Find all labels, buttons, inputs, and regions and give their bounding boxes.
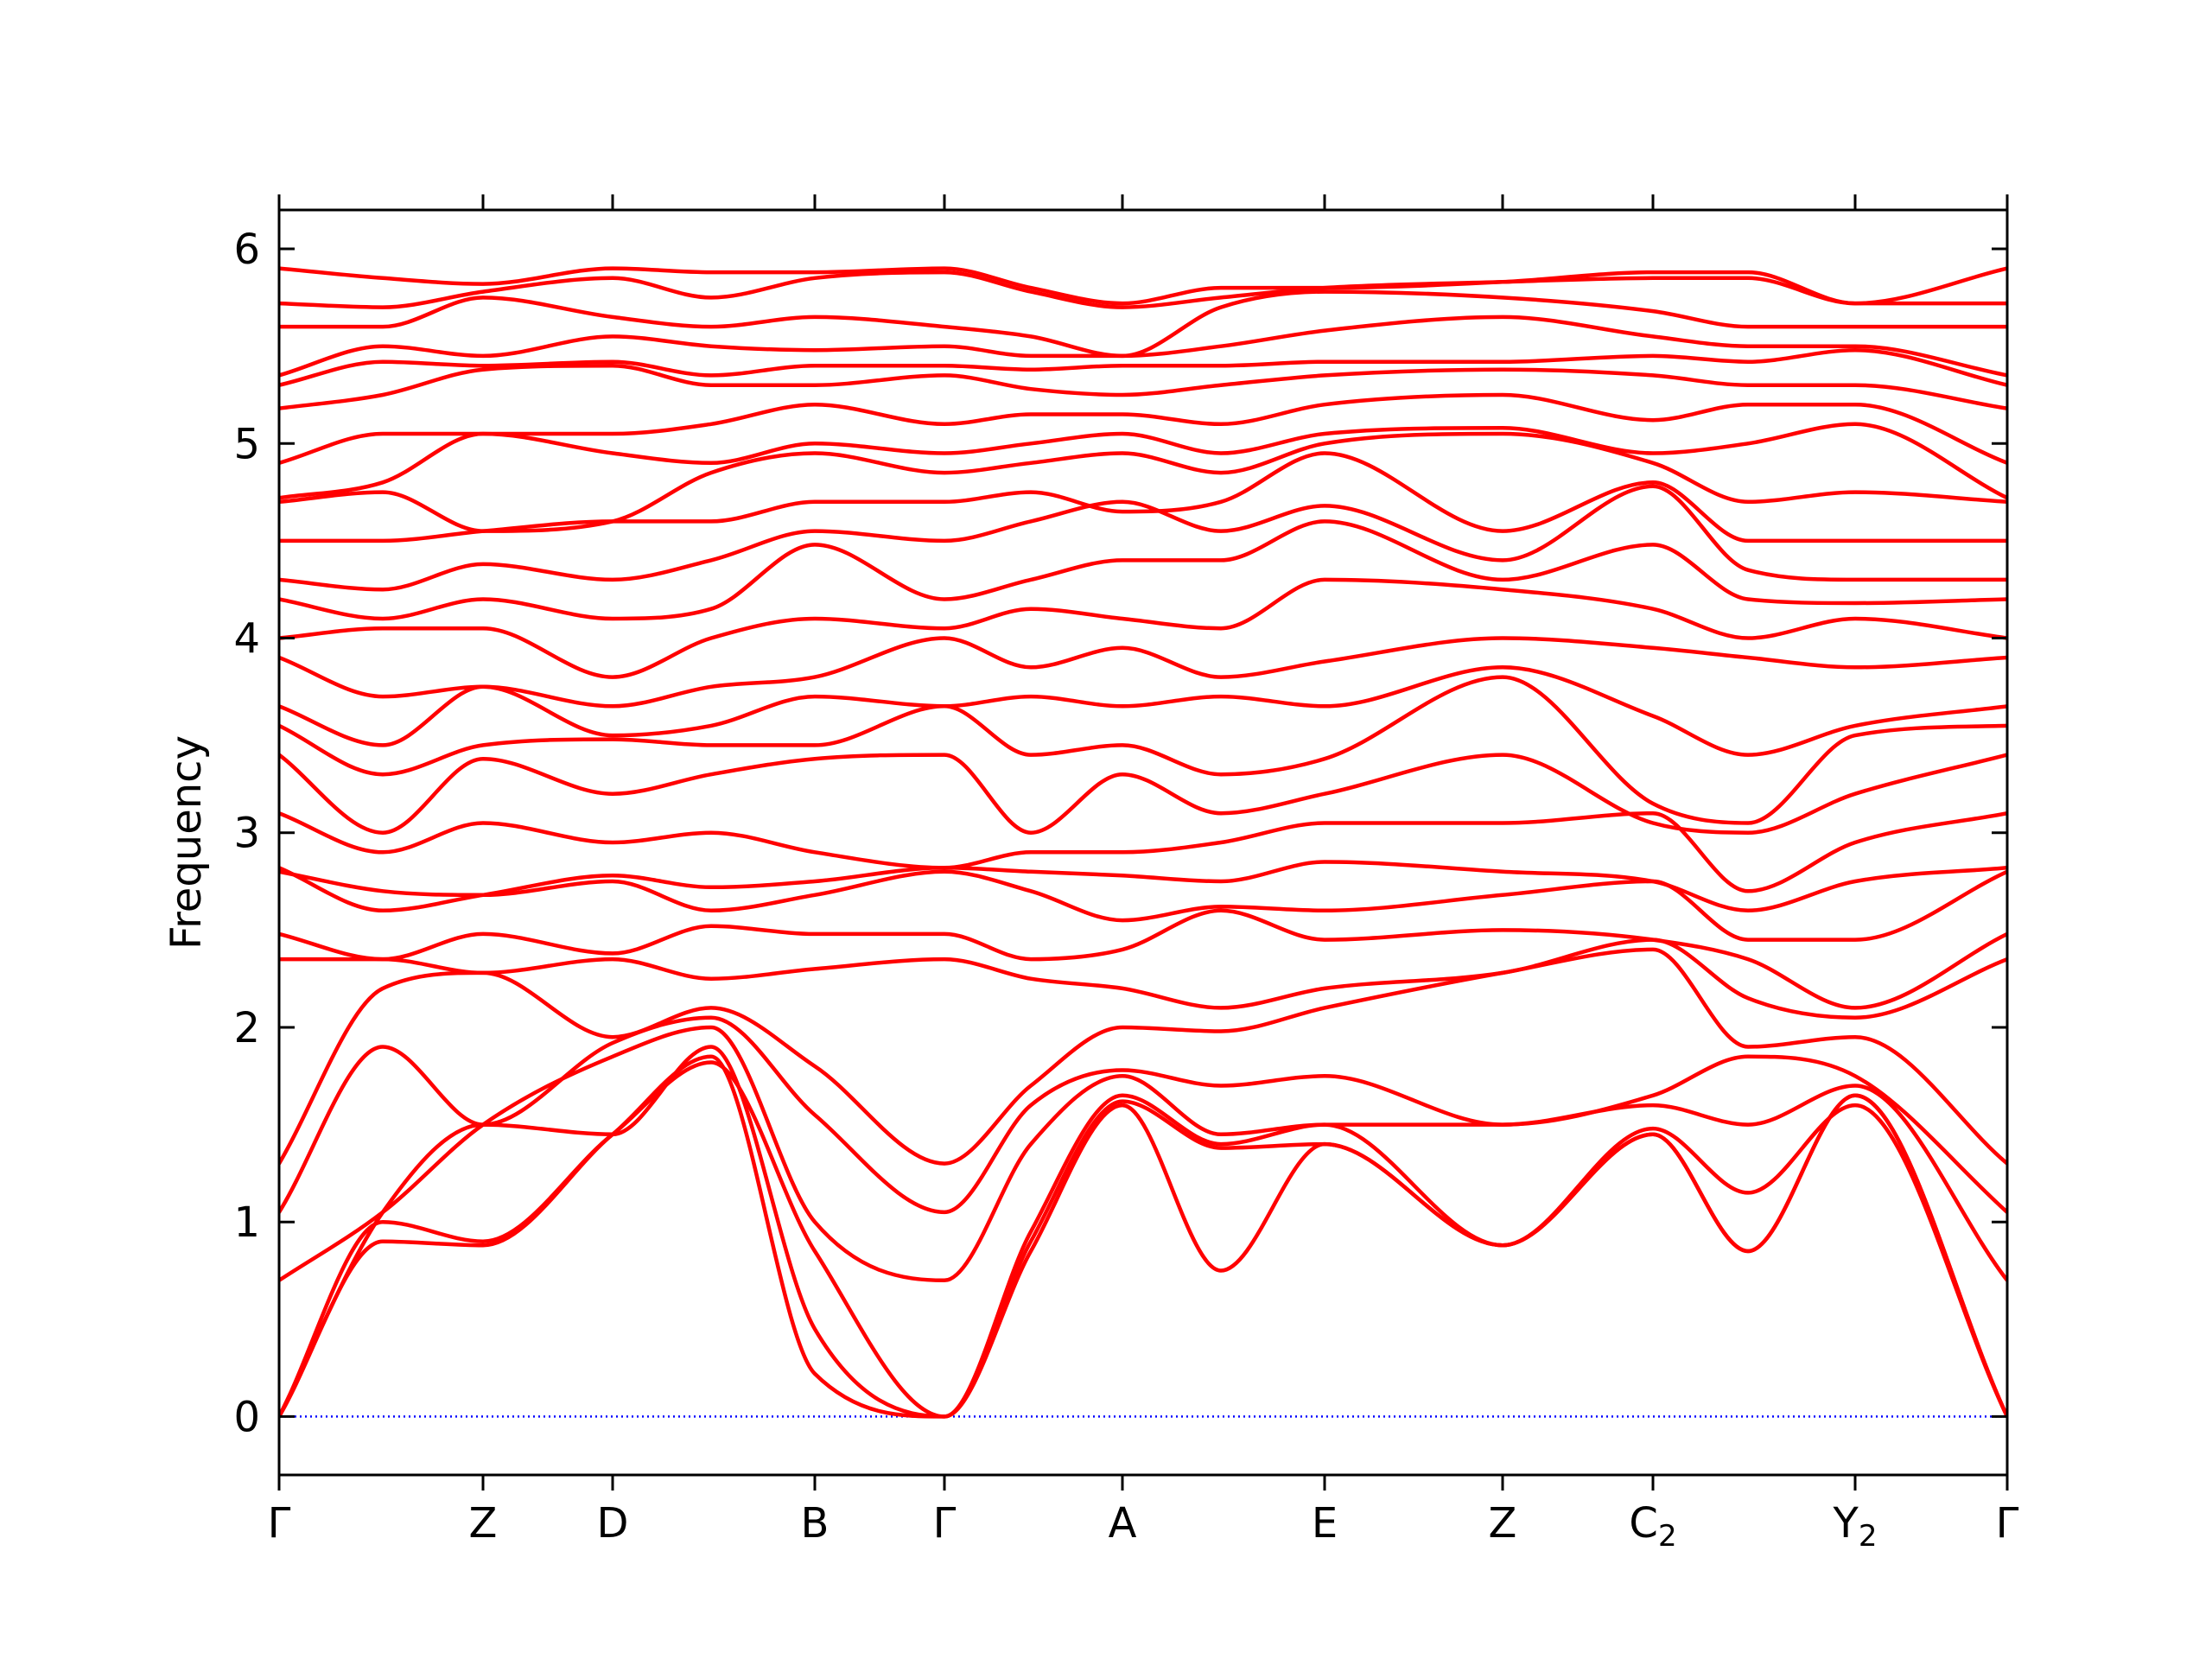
band-line-23 bbox=[279, 363, 2007, 410]
band-line-8 bbox=[279, 908, 2007, 1010]
band-line-17 bbox=[279, 519, 2007, 621]
y-axis-label: Frequency bbox=[162, 735, 211, 950]
band-line-10 bbox=[279, 860, 2007, 913]
x-tick-label: A bbox=[1109, 1499, 1137, 1548]
band-line-13 bbox=[279, 675, 2007, 825]
band-line-19 bbox=[279, 451, 2007, 543]
band-line-21 bbox=[279, 422, 2007, 500]
y-tick-label: 3 bbox=[233, 810, 260, 858]
y-tick-label: 6 bbox=[233, 226, 260, 274]
y-tick-label: 0 bbox=[233, 1393, 260, 1441]
y-tick-label: 4 bbox=[233, 615, 260, 664]
x-tick-label: D bbox=[597, 1499, 629, 1548]
x-tick-label: Γ bbox=[1996, 1499, 2019, 1548]
x-tick-label: B bbox=[801, 1499, 830, 1548]
x-tick-label: Z bbox=[1489, 1499, 1517, 1548]
plot-frame bbox=[277, 208, 2009, 1477]
band-line-4 bbox=[279, 1025, 2007, 1283]
x-tick-label: Γ bbox=[268, 1499, 291, 1548]
y-tick-label: 2 bbox=[233, 1004, 260, 1052]
band-line-22 bbox=[279, 392, 2007, 466]
band-line-18 bbox=[279, 484, 2007, 592]
band-line-1 bbox=[279, 1054, 2007, 1419]
x-tick-label: Z bbox=[469, 1499, 498, 1548]
band-line-9 bbox=[279, 869, 2007, 942]
x-tick-label: Y2 bbox=[1833, 1499, 1878, 1554]
band-lines bbox=[279, 266, 2007, 1419]
band-line-16 bbox=[279, 577, 2007, 679]
band-line-7 bbox=[279, 938, 2007, 1020]
x-tick-label: Γ bbox=[933, 1499, 957, 1548]
y-tick-label: 5 bbox=[233, 420, 260, 468]
y-tick-label: 1 bbox=[233, 1198, 260, 1247]
x-tick-label: C2 bbox=[1629, 1499, 1676, 1554]
band-line-15 bbox=[279, 636, 2007, 709]
band-line-20 bbox=[279, 431, 2007, 533]
band-line-11 bbox=[279, 810, 2007, 893]
band-line-14 bbox=[279, 665, 2007, 757]
band-line-28 bbox=[279, 266, 2007, 306]
band-line-24 bbox=[279, 347, 2007, 387]
band-line-3 bbox=[279, 1045, 2007, 1419]
band-line-2 bbox=[279, 1060, 2007, 1419]
band-line-5 bbox=[279, 1015, 2007, 1215]
band-line-12 bbox=[279, 753, 2007, 835]
band-line-6 bbox=[279, 947, 2007, 1166]
band-line-27 bbox=[279, 270, 2007, 309]
band-line-26 bbox=[279, 289, 2007, 359]
x-tick-label: E bbox=[1312, 1499, 1338, 1548]
